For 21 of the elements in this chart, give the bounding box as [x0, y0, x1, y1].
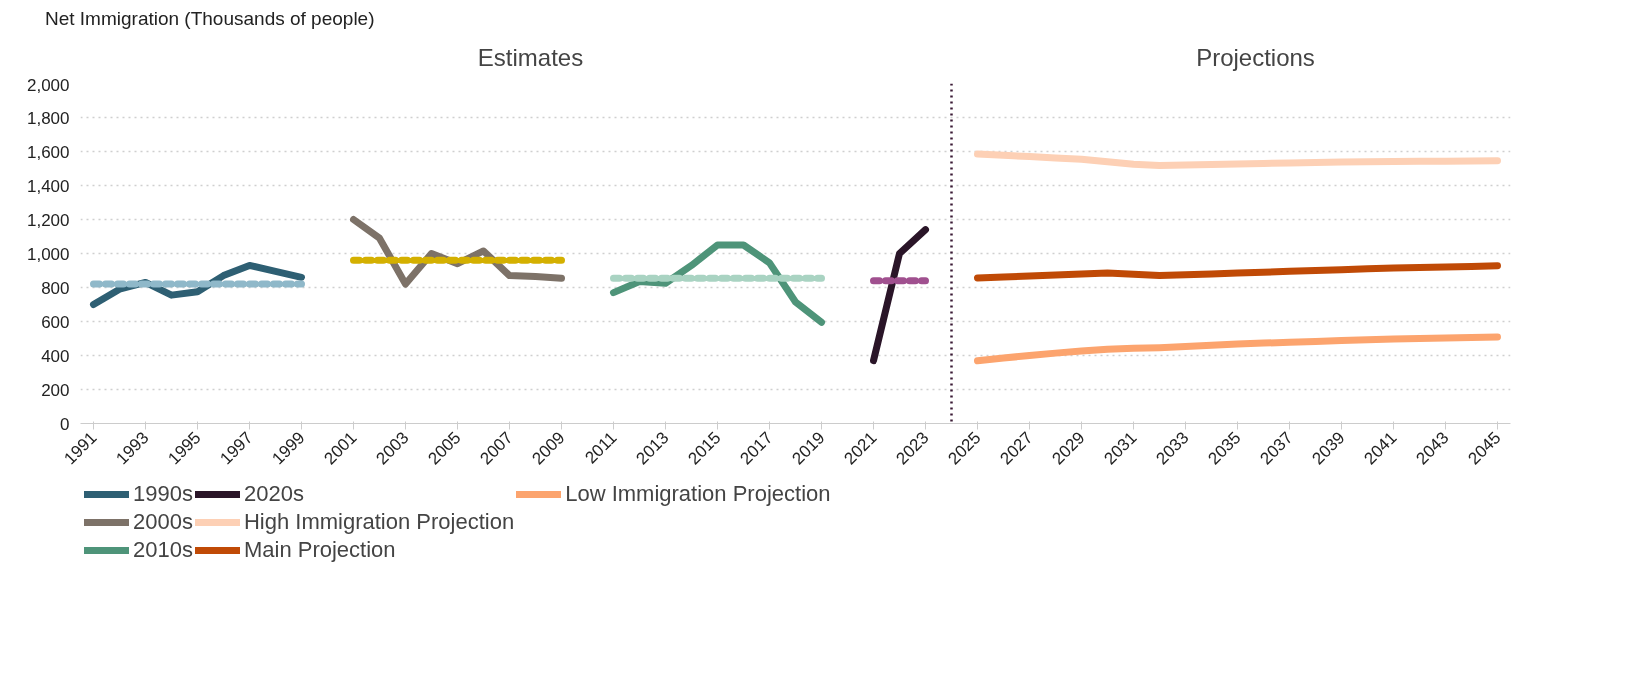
- y-tick-label: 0: [60, 414, 70, 434]
- legend-label: Low Immigration Projection: [565, 481, 831, 507]
- text: Projections: [1196, 43, 1315, 73]
- legend-label: 2000s: [133, 509, 193, 535]
- legend-label: 1990s: [133, 481, 193, 507]
- text: Estimates: [477, 43, 584, 73]
- y-tick-label: 600: [41, 312, 70, 332]
- legend-label: Main Projection: [243, 537, 396, 563]
- y-axis-title: Net Immigration (Thousands of people): [45, 7, 375, 31]
- y-tick-label: 1,800: [26, 108, 70, 128]
- y-tick-label: 1,600: [26, 142, 70, 162]
- y-tick-label: 1,200: [26, 210, 70, 230]
- legend-label: 2020s: [243, 481, 304, 507]
- legend-label: 2010s: [133, 537, 193, 563]
- y-tick-label: 2,000: [26, 75, 70, 95]
- y-tick-label: 1,000: [26, 244, 70, 264]
- y-tick-label: 400: [41, 346, 70, 366]
- y-tick-label: 1,400: [26, 176, 70, 196]
- y-tick-label: 200: [41, 380, 70, 400]
- legend-label: High Immigration Projection: [243, 509, 515, 535]
- y-tick-label: 800: [41, 278, 70, 298]
